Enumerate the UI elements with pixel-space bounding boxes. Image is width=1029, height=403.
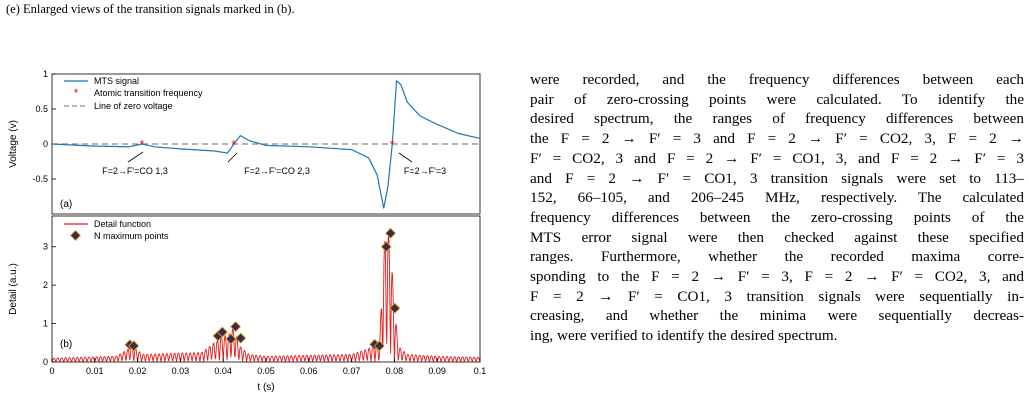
- legend-mts-label: MTS signal: [94, 76, 139, 86]
- legend-points-marker: [69, 229, 82, 242]
- panel-b-label: (b): [60, 339, 72, 350]
- annotation-arrows: [127, 151, 413, 163]
- paragraph-line: desired spectrum, the ranges of frequenc…: [530, 110, 1024, 128]
- paragraph-line: ranges. Furthermore, whether the recorde…: [530, 248, 1024, 266]
- panel-a: 1 0.5 0 -0.5 * * * F=2→F'=CO 1,3 F=2→F'=CO 2,…: [8, 69, 481, 215]
- maximum-point: [225, 333, 237, 345]
- maximum-point: [128, 340, 140, 352]
- x-tick-label: 0: [49, 366, 54, 376]
- panel-b-yticks: 3 2 1 0: [43, 242, 56, 367]
- x-tick-label: 0.07: [343, 366, 361, 376]
- annotation-co23: F=2→F'=CO 2,3: [244, 166, 310, 176]
- maximum-points: [124, 227, 401, 352]
- panel-b-ytick-label: 3: [43, 242, 48, 252]
- annotation-f3: F=2→F'=3: [404, 166, 446, 176]
- maximum-point: [380, 241, 392, 253]
- panel-a-ytick-label: 1: [43, 69, 48, 79]
- panel-b: 3 2 1 0 (b) Detail (a.u.) Detail function N…: [8, 215, 486, 393]
- paragraph-line: and F = 2 → F′ = CO1, 3 transition signa…: [530, 169, 1024, 187]
- x-tick-label: 0.02: [129, 366, 147, 376]
- arrow-f3: [398, 152, 413, 163]
- annotation-co13: F=2→F'=CO 1,3: [102, 166, 168, 176]
- x-tick-label: 0.01: [86, 366, 104, 376]
- panel-b-legend: Detail function N maximum points: [64, 219, 169, 242]
- legend-transition-label: Atomic transition frequency: [94, 88, 203, 98]
- panel-a-ytick-label: 0: [43, 139, 48, 149]
- paragraph-line: ing, were verified to identify the desir…: [530, 327, 838, 345]
- panel-a-ylabel: Voltage (v): [8, 120, 19, 168]
- figure-mts-detail: 1 0.5 0 -0.5 * * * F=2→F'=CO 1,3 F=2→F'=CO 2,…: [8, 69, 486, 393]
- figure-caption: (e) Enlarged views of the transition sig…: [6, 2, 295, 16]
- maximum-point: [385, 227, 397, 239]
- paragraph-line: sponding to the F = 2 → F′ = 3, F = 2 → …: [530, 268, 1024, 286]
- arrow-co23: [227, 152, 238, 163]
- maximum-point: [230, 321, 242, 333]
- x-tick-label: 0.06: [300, 366, 318, 376]
- x-axis-label: t (s): [257, 382, 274, 393]
- paragraph-line: the F = 2 → F′ = 3 and F = 2 → F′ = CO2,…: [530, 130, 1024, 148]
- panel-a-ytick-label: 0.5: [35, 104, 48, 114]
- panel-a-legend: MTS signal * Atomic transition frequency…: [64, 76, 203, 111]
- legend-detail-label: Detail function: [94, 219, 151, 229]
- paragraph-line: 152, 66–105, and 206–245 MHz, respective…: [530, 189, 1024, 207]
- paragraph-line: were recorded, and the frequency differe…: [530, 71, 1024, 88]
- paragraph-line: frequency differences between the zero-c…: [530, 208, 1024, 226]
- maximum-point: [235, 332, 247, 344]
- maximum-point: [216, 326, 228, 338]
- legend-points-label: N maximum points: [94, 231, 169, 241]
- transition-marker: *: [231, 137, 236, 152]
- transition-marker: *: [139, 137, 144, 152]
- paragraph-line: F′ = CO2, 3 and F = 2 → F′ = CO1, 3, and…: [530, 149, 1024, 167]
- x-tick-label: 0.03: [172, 366, 190, 376]
- paragraph-line: creasing, and whether the minima were se…: [530, 307, 1024, 325]
- x-tick-label: 0.05: [257, 366, 275, 376]
- x-tick-label: 0.08: [386, 366, 404, 376]
- legend-transition-marker: *: [74, 86, 79, 100]
- panel-a-label: (a): [60, 199, 72, 210]
- maximum-point: [389, 302, 401, 314]
- x-tick-label: 0.1: [474, 366, 487, 376]
- transition-markers: * * *: [139, 137, 394, 152]
- panel-a-ytick-label: -0.5: [32, 174, 48, 184]
- x-tick-label: 0.09: [428, 366, 446, 376]
- maximum-point: [373, 340, 385, 352]
- panel-b-ylabel: Detail (a.u.): [8, 263, 19, 315]
- paragraph-line: pair of zero-crossing points were calcul…: [530, 90, 1024, 108]
- paragraph-line: F = 2 → F′ = CO1, 3 transition signals w…: [530, 287, 1024, 305]
- panel-b-ytick-label: 0: [43, 357, 48, 367]
- mts-signal-line: [51, 79, 481, 209]
- panel-b-ytick-label: 2: [43, 280, 48, 290]
- x-axis-ticks: 0 0.01 0.02 0.03 0.04 0.05 0.06 0.07 0.08 0.09 0.1: [49, 358, 486, 376]
- panel-a-yticks: 1 0.5 0 -0.5: [32, 69, 56, 184]
- x-tick-label: 0.04: [214, 366, 232, 376]
- arrow-co13: [127, 151, 144, 163]
- panel-b-ytick-label: 1: [43, 319, 48, 329]
- legend-zero-label: Line of zero voltage: [94, 101, 173, 111]
- transition-marker: *: [390, 137, 395, 152]
- body-paragraph: were recorded, and the frequency differe…: [530, 70, 1024, 346]
- paragraph-line: MTS error signal were then checked again…: [530, 228, 1024, 246]
